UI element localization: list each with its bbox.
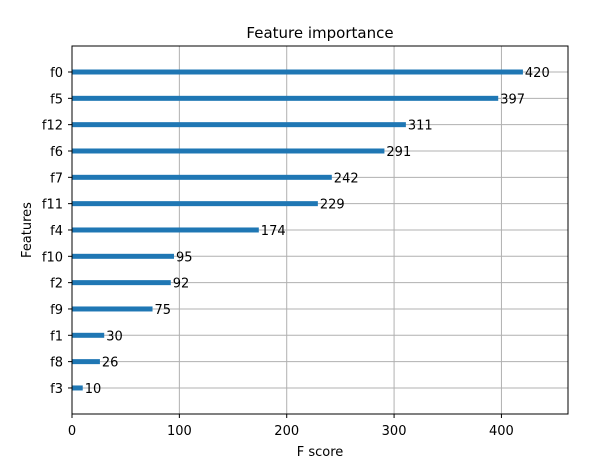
data-label: 397 xyxy=(500,92,525,107)
x-axis-ticks: 0 100 200 300 400 xyxy=(68,414,514,439)
y-axis-ticks: f0 f5 f12 f6 f7 f11 f4 f10 f2 f9 f1 f8 f3 xyxy=(42,66,72,397)
bar xyxy=(72,280,171,286)
data-label: 30 xyxy=(106,329,123,344)
y-tick-label: f5 xyxy=(50,92,63,107)
y-tick-label: f6 xyxy=(50,145,63,160)
data-label: 242 xyxy=(334,171,359,186)
data-label: 291 xyxy=(386,145,411,160)
y-tick-label: f12 xyxy=(42,119,63,134)
x-tick-label: 400 xyxy=(489,424,514,439)
data-label: 229 xyxy=(320,198,345,213)
bar xyxy=(72,227,259,233)
data-label: 26 xyxy=(102,356,119,371)
x-tick-label: 100 xyxy=(167,424,192,439)
bar xyxy=(72,174,332,180)
bar xyxy=(72,359,100,365)
y-tick-label: f9 xyxy=(50,303,63,318)
y-tick-label: f11 xyxy=(42,198,63,213)
bar xyxy=(72,95,499,101)
y-tick-label: f2 xyxy=(50,277,63,292)
bar xyxy=(72,253,174,259)
data-label: 10 xyxy=(85,382,102,397)
data-label: 92 xyxy=(173,277,190,292)
chart-title: Feature importance xyxy=(246,24,393,42)
bar xyxy=(72,332,105,338)
y-tick-label: f10 xyxy=(42,250,63,265)
y-tick-label: f3 xyxy=(50,382,63,397)
x-tick-label: 0 xyxy=(68,424,76,439)
data-label: 95 xyxy=(176,250,193,265)
data-label: 75 xyxy=(155,303,172,318)
x-tick-label: 200 xyxy=(274,424,299,439)
y-tick-label: f1 xyxy=(50,329,63,344)
x-axis-label: F score xyxy=(297,445,344,460)
data-label: 311 xyxy=(408,119,433,134)
data-label: 420 xyxy=(525,66,550,81)
y-tick-label: f7 xyxy=(50,171,63,186)
bar xyxy=(72,201,318,207)
bar xyxy=(72,69,523,75)
bars xyxy=(72,69,523,391)
y-axis-label: Features xyxy=(20,202,35,258)
y-tick-label: f8 xyxy=(50,356,63,371)
x-tick-label: 300 xyxy=(382,424,407,439)
data-label: 174 xyxy=(261,224,286,239)
y-tick-label: f0 xyxy=(50,66,63,81)
bar xyxy=(72,306,153,312)
bar xyxy=(72,122,406,128)
bar xyxy=(72,385,83,391)
y-tick-label: f4 xyxy=(50,224,63,239)
bar xyxy=(72,148,385,154)
